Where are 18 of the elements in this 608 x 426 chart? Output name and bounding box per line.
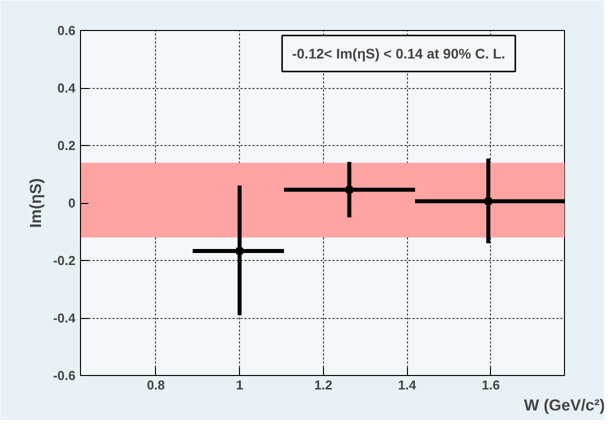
y-tick-label: 0.2 [57, 138, 76, 153]
x-tick-label: 1.4 [398, 378, 417, 392]
x-axis-title: W (GeV/c²) [524, 398, 605, 414]
y-tick-label: -0.2 [53, 253, 76, 268]
y-axis-title: Im(ηS) [28, 178, 46, 228]
y-tick-label: 0.6 [57, 23, 76, 38]
point [484, 198, 492, 205]
x-tick-label: 0.8 [146, 378, 165, 392]
annotation: -0.12< Im(ηS) < 0.14 at 90% C. L. [292, 46, 506, 62]
x-tick-label: 1.6 [482, 378, 500, 392]
point [346, 186, 353, 194]
x-tick-label: 1 [236, 378, 244, 392]
y-tick-label: 0 [68, 196, 76, 210]
x-tick-label: 1.2 [314, 378, 332, 392]
y-tick-label: -0.6 [53, 368, 76, 383]
y-tick-label: 0.4 [57, 80, 76, 96]
y-tick-label: -0.4 [53, 310, 76, 326]
point [236, 248, 244, 255]
